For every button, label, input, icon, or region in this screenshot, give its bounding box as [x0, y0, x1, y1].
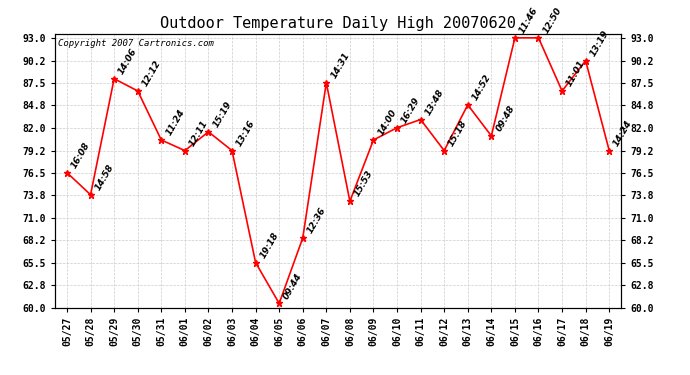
Text: 14:58: 14:58 — [93, 163, 115, 192]
Text: 12:50: 12:50 — [541, 6, 563, 35]
Title: Outdoor Temperature Daily High 20070620: Outdoor Temperature Daily High 20070620 — [160, 16, 516, 31]
Text: 14:52: 14:52 — [471, 73, 493, 102]
Text: Copyright 2007 Cartronics.com: Copyright 2007 Cartronics.com — [58, 39, 214, 48]
Text: 11:46: 11:46 — [518, 6, 540, 35]
Text: 09:48: 09:48 — [494, 104, 516, 133]
Text: 12:36: 12:36 — [306, 206, 328, 235]
Text: 13:16: 13:16 — [235, 118, 257, 148]
Text: 15:18: 15:18 — [447, 118, 469, 148]
Text: 09:44: 09:44 — [282, 272, 304, 301]
Text: 14:00: 14:00 — [376, 108, 398, 137]
Text: 13:19: 13:19 — [589, 28, 611, 58]
Text: 16:29: 16:29 — [400, 96, 422, 125]
Text: 11:01: 11:01 — [565, 59, 587, 88]
Text: 13:48: 13:48 — [424, 87, 446, 117]
Text: 16:08: 16:08 — [70, 141, 92, 170]
Text: 12:11: 12:11 — [188, 118, 210, 148]
Text: 14:31: 14:31 — [329, 51, 351, 80]
Text: 15:19: 15:19 — [211, 100, 233, 129]
Text: 19:18: 19:18 — [258, 231, 280, 260]
Text: 12:12: 12:12 — [141, 59, 163, 88]
Text: 14:24: 14:24 — [612, 118, 634, 148]
Text: 15:53: 15:53 — [353, 169, 375, 198]
Text: 11:24: 11:24 — [164, 108, 186, 137]
Text: 14:06: 14:06 — [117, 46, 139, 76]
